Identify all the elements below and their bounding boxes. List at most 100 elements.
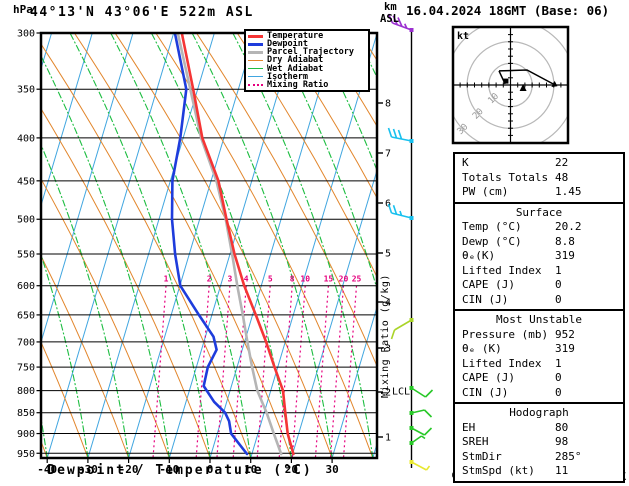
legend-swatch-icon [248,34,263,38]
temp-tick-label: -20 [119,463,139,476]
mixing-ratio-axis-title: Mixing Ratio (g/kg) [380,274,391,398]
wind-barb [387,13,414,32]
mixing-ratio-value-label: 1 [164,275,169,284]
table-section-header: Hodograph [509,406,569,419]
row-value: 1 [555,263,562,277]
wet-adiabat-line [110,34,252,457]
table-row: K 22 [455,156,623,171]
row-label: θₑ(K) [462,249,496,262]
isotherm-line [209,34,337,457]
legend-swatch-icon [248,59,263,61]
row-value: 319 [555,342,575,355]
km-tick-label: 7 [385,149,391,160]
wind-barb [409,460,431,471]
pressure-tick-label: 800 [17,386,35,397]
pressure-tick-label: 950 [17,449,35,460]
dry-adiabat-line [41,177,170,457]
table-row: θₑ (K) 319 [455,342,623,357]
table-row: EH 80 [455,421,623,436]
legend-swatch-icon [248,83,263,86]
isotherm-line [46,34,174,457]
dry-adiabat-line [41,107,211,457]
temp-tick-label: -30 [78,463,98,476]
table-row: SREH 98 [455,435,623,450]
mixing-ratio-line [278,285,293,457]
pressure-tick-label: 300 [17,29,35,40]
temp-tick-label: 10 [244,463,257,476]
row-value: 319 [555,249,575,262]
row-value: 0 [555,278,562,291]
km-tick-label: 6 [385,199,391,210]
legend-swatch-icon [248,76,263,78]
wet-adiabat-line [69,34,211,457]
hodograph-border [451,25,570,145]
row-label: PW (cm) [462,185,509,198]
legend-item: Isotherm [248,73,366,81]
temp-tick-label: -40 [37,463,57,476]
wind-barb [387,203,414,220]
row-value: 952 [555,327,575,341]
legend-item-label: Dry Adiabat [267,55,324,66]
mixing-ratio-line [291,285,306,457]
isotherm-line [128,34,256,457]
row-label: CAPE (J) [462,371,515,384]
mixing-ratio-line [342,285,358,457]
wet-adiabat-line [41,253,89,457]
legend-box: Temperature Dewpoint Parcel Trajectory Dry … [244,29,370,92]
dry-adiabat-line [41,254,129,457]
isotherm-line [41,34,93,208]
hodograph-trace [498,69,554,85]
legend-item: Dewpoint [248,40,366,48]
table-row: Lifted Index 1 [455,357,623,372]
wet-adiabat-line [273,34,377,291]
lcl-label: LCL [392,387,410,398]
row-label: Totals Totals [462,170,549,184]
wind-barb [387,127,414,143]
row-value: 48 [555,170,569,184]
isotherm-line [250,34,377,457]
table-section: Hodograph EH 80 SREH 98 StmDir 285° StmSpd (kt)… [453,402,625,483]
legend-item: Dry Adiabat [248,55,366,66]
row-value: 22 [555,156,569,169]
mixing-ratio-line [232,285,247,457]
legend-item-label: Temperature [267,31,324,42]
row-label: CIN (J) [462,292,509,306]
legend-item: Parcel Trajectory [248,48,366,57]
km-tick-label: 2 [385,388,391,399]
table-row: Pressure (mb) 952 [455,328,623,343]
x-axis-title: Dewpoint / Temperature (°C) [47,463,313,478]
km-axis-unit: km [384,1,397,13]
legend-item: Mixing Ratio [248,81,366,89]
table-row: CIN (J) 0 [455,386,623,401]
wind-barb [409,435,426,445]
pressure-tick-label: 450 [17,176,35,187]
legend-swatch-icon [248,50,263,54]
row-value: 8.8 [555,234,575,248]
table-section-header: Surface [515,205,563,219]
wet-adiabat-line [0,33,7,458]
mixing-ratio-line [329,285,345,457]
temperature-curve [180,34,295,456]
table-row: CIN (J) 0 [455,293,623,308]
mixing-ratio-value-label: 5 [268,275,273,284]
wet-adiabat-line [41,54,170,457]
table-section: Most Unstable Pressure (mb) 952 θₑ (K) 319 Li… [453,309,625,404]
temp-tick-label: 30 [325,463,338,476]
row-label: Dewp (°C) [462,234,522,248]
hodograph-square-marker [503,78,509,84]
pressure-tick-label: 550 [17,249,35,260]
row-value: 11 [555,464,569,477]
isotherm-line [41,34,134,344]
row-value: 0 [555,385,562,399]
pressure-tick-label: 850 [17,408,35,419]
table-row: StmDir 285° [455,450,623,465]
mixing-ratio-value-label: 10 [300,275,310,284]
table-row: CAPE (J) 0 [455,278,623,293]
km-tick-label: 1 [385,433,391,444]
legend-swatch-icon [248,42,263,46]
hodograph-arrowhead [551,80,558,88]
legend-item-label: Wet Adiabat [267,63,324,74]
mixing-ratio-line [314,285,330,457]
